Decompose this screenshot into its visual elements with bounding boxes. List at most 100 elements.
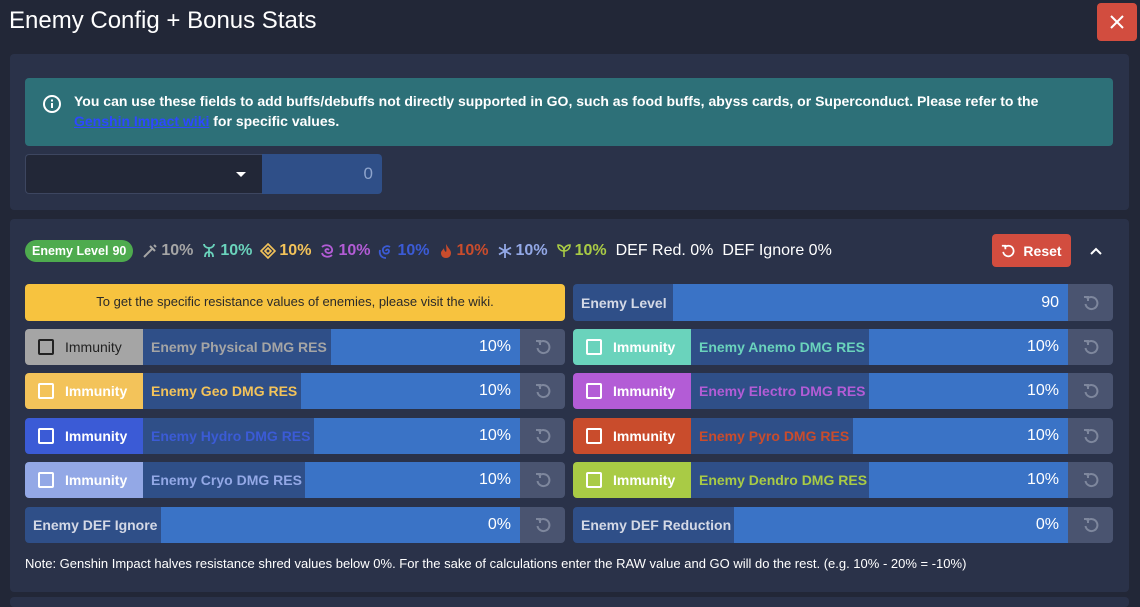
reset-icon [1083, 340, 1098, 355]
pyro-res-field: Immunity Enemy Pyro DMG RES 10% [573, 418, 1113, 454]
reset-icon [1002, 244, 1015, 257]
pyro-immunity-checkbox[interactable] [586, 428, 602, 444]
wiki-warning: To get the specific resistance values of… [25, 284, 565, 321]
electro-immunity-toggle[interactable]: Immunity [573, 373, 691, 409]
anemo-res-field: Immunity Enemy Anemo DMG RES 10% [573, 329, 1113, 365]
anemo-res-chip: 10% [201, 242, 252, 260]
chevron-up-icon [1090, 247, 1102, 255]
enemy-level-reset-button[interactable] [1068, 284, 1113, 321]
cryo-icon [498, 244, 511, 258]
anemo-res-reset-button[interactable] [1068, 329, 1113, 365]
enemy-summary: Enemy Level 90 10% 10% 10% 10% 10% 10% 10… [25, 237, 841, 265]
def-reduction-field: Enemy DEF Reduction 0% [573, 507, 1113, 543]
def-ignore-summary: DEF Ignore 0% [722, 242, 832, 259]
def-ignore-reset-button[interactable] [520, 507, 565, 543]
reset-icon [535, 384, 550, 399]
reset-icon [535, 340, 550, 355]
dendro-icon [556, 244, 571, 257]
immunity-label: Immunity [613, 428, 676, 444]
anemo-res-value: 10% [220, 242, 253, 259]
electro-immunity-checkbox[interactable] [586, 383, 602, 399]
physical-res-label: Enemy Physical DMG RES [143, 329, 331, 365]
dendro-immunity-checkbox[interactable] [586, 472, 602, 488]
anemo-res-input[interactable]: 10% [869, 329, 1068, 365]
info-text: You can use these fields to add buffs/de… [74, 93, 1039, 109]
electro-res-input[interactable]: 10% [869, 373, 1068, 409]
physical-res-field: Immunity Enemy Physical DMG RES 10% [25, 329, 565, 365]
hydro-res-input[interactable]: 10% [314, 418, 520, 454]
close-button[interactable] [1097, 3, 1137, 41]
hydro-res-chip: 10% [378, 242, 430, 260]
geo-res-label: Enemy Geo DMG RES [143, 373, 301, 409]
dendro-res-chip: 10% [556, 242, 607, 260]
reset-icon [1083, 295, 1098, 310]
anemo-immunity-toggle[interactable]: Immunity [573, 329, 691, 365]
wiki-link[interactable]: Genshin Impact wiki [74, 113, 210, 129]
dendro-res-input[interactable]: 10% [869, 462, 1068, 498]
hydro-immunity-toggle[interactable]: Immunity [25, 418, 143, 454]
cryo-res-field: Immunity Enemy Cryo DMG RES 10% [25, 462, 565, 498]
geo-res-reset-button[interactable] [520, 373, 565, 409]
enemy-level-input[interactable]: 90 [673, 284, 1068, 321]
immunity-label: Immunity [613, 383, 676, 399]
electro-res-chip: 10% [319, 242, 370, 260]
physical-res-input[interactable]: 10% [331, 329, 520, 365]
physical-icon [143, 244, 158, 258]
hydro-res-reset-button[interactable] [520, 418, 565, 454]
pyro-res-reset-button[interactable] [1068, 418, 1113, 454]
reset-button[interactable]: Reset [992, 234, 1071, 267]
cryo-res-input[interactable]: 10% [305, 462, 520, 498]
geo-immunity-toggle[interactable]: Immunity [25, 373, 143, 409]
hydro-icon [379, 245, 391, 259]
geo-immunity-checkbox[interactable] [38, 383, 54, 399]
hydro-res-label: Enemy Hydro DMG RES [143, 418, 314, 454]
anemo-immunity-checkbox[interactable] [586, 339, 602, 355]
geo-icon [260, 243, 277, 259]
physical-res-chip: 10% [142, 242, 193, 260]
immunity-label: Immunity [613, 339, 676, 355]
reset-label: Reset [1023, 242, 1062, 259]
enemy-level-label: Enemy Level [573, 284, 673, 321]
def-reduction-input[interactable]: 0% [734, 507, 1068, 543]
physical-immunity-checkbox[interactable] [38, 339, 54, 355]
cryo-res-label: Enemy Cryo DMG RES [143, 462, 305, 498]
immunity-label: Immunity [65, 383, 128, 399]
cryo-res-reset-button[interactable] [520, 462, 565, 498]
anemo-res-label: Enemy Anemo DMG RES [691, 329, 869, 365]
electro-res-label: Enemy Electro DMG RES [691, 373, 869, 409]
enemy-level-field: Enemy Level 90 [573, 284, 1113, 321]
modal-title: Enemy Config + Bonus Stats [9, 7, 317, 34]
def-ignore-input[interactable]: 0% [161, 507, 520, 543]
pyro-immunity-toggle[interactable]: Immunity [573, 418, 691, 454]
stat-value-input[interactable]: 0 [262, 154, 382, 194]
electro-res-field: Immunity Enemy Electro DMG RES 10% [573, 373, 1113, 409]
geo-res-chip: 10% [260, 242, 311, 260]
electro-res-reset-button[interactable] [1068, 373, 1113, 409]
reset-icon [535, 473, 550, 488]
physical-immunity-toggle[interactable]: Immunity [25, 329, 143, 365]
dendro-immunity-toggle[interactable]: Immunity [573, 462, 691, 498]
def-reduction-reset-button[interactable] [1068, 507, 1113, 543]
physical-res-reset-button[interactable] [520, 329, 565, 365]
enemy-level-badge: Enemy Level 90 [25, 240, 134, 262]
collapse-button[interactable] [1084, 240, 1108, 262]
pyro-res-input[interactable]: 10% [853, 418, 1068, 454]
badge-level: 90 [112, 244, 127, 258]
dendro-res-label: Enemy Dendro DMG RES [691, 462, 869, 498]
hydro-immunity-checkbox[interactable] [38, 428, 54, 444]
pyro-icon [440, 244, 451, 258]
geo-res-field: Immunity Enemy Geo DMG RES 10% [25, 373, 565, 409]
geo-res-value: 10% [279, 242, 312, 259]
physical-res-value: 10% [161, 242, 194, 259]
cryo-immunity-toggle[interactable]: Immunity [25, 462, 143, 498]
geo-res-input[interactable]: 10% [301, 373, 520, 409]
resistance-note: Note: Genshin Impact halves resistance s… [25, 556, 967, 571]
electro-res-value: 10% [338, 242, 371, 259]
reset-icon [535, 518, 550, 533]
cryo-immunity-checkbox[interactable] [38, 472, 54, 488]
reset-icon [1083, 518, 1098, 533]
dendro-res-reset-button[interactable] [1068, 462, 1113, 498]
dendro-res-field: Immunity Enemy Dendro DMG RES 10% [573, 462, 1113, 498]
dendro-res-value: 10% [574, 242, 607, 259]
stat-select[interactable] [25, 154, 262, 194]
